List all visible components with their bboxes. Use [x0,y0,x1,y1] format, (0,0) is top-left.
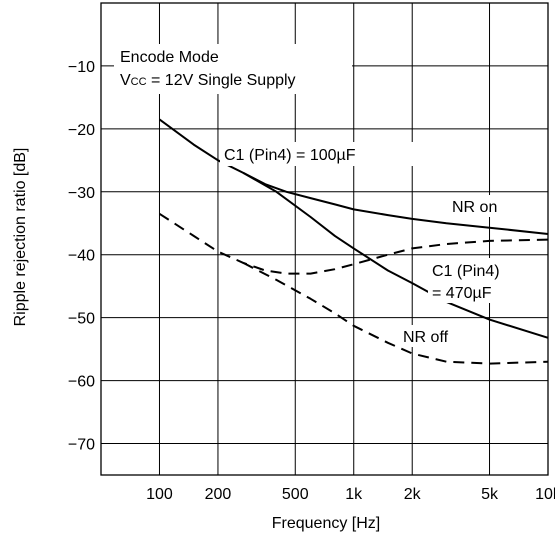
x-tick-label: 2k [404,486,422,503]
y-tick-label: −50 [68,311,95,328]
annotation-nr-on: NR on [452,199,497,216]
condition-mode: Encode Mode [120,49,219,66]
annotation-c1-100uf: C1 (Pin4) = 100µF [224,147,356,164]
x-tick-label: 10k [535,486,555,503]
vcc-subscript: CC [131,76,147,88]
annotation-c1-470uf-line2: = 470µF [432,285,492,302]
series-line [242,172,549,339]
series-line [158,212,549,275]
annotation-c1-470uf-line1: C1 (Pin4) [432,263,500,280]
c1-100-backdrop [220,142,420,166]
c1-470-backdrop [428,258,518,303]
x-tick-label: 1k [345,486,363,503]
y-tick-label: −30 [68,185,95,202]
x-tick-label: 200 [205,486,232,503]
x-axis-label: Frequency [Hz] [272,515,380,532]
y-tick-label: −10 [68,59,95,76]
nr-on-backdrop [448,195,516,217]
vcc-value: = 12V Single Supply [147,72,296,89]
vcc-symbol: V [120,72,131,89]
y-tick-label: −20 [68,122,95,139]
y-tick-label: −40 [68,248,95,265]
conditions-backdrop [114,44,352,94]
nr-off-backdrop [399,325,471,347]
x-tick-label: 500 [282,486,309,503]
annotation-nr-off: NR off [403,329,449,346]
y-tick-label: −60 [68,374,95,391]
y-tick-label: −70 [68,437,95,454]
y-axis-label: Ripple rejection ratio [dB] [12,148,29,327]
series-line [242,262,549,365]
x-tick-label: 100 [146,486,173,503]
x-tick-label: 5k [481,486,499,503]
condition-vcc: VCC = 12V Single Supply [120,72,296,89]
plot-frame [100,2,549,476]
grid [101,3,549,475]
tick-labels: 100 200 500 1k 2k 5k 10k −10 −20 −30 −40 −50 −60 −70 [68,59,555,503]
